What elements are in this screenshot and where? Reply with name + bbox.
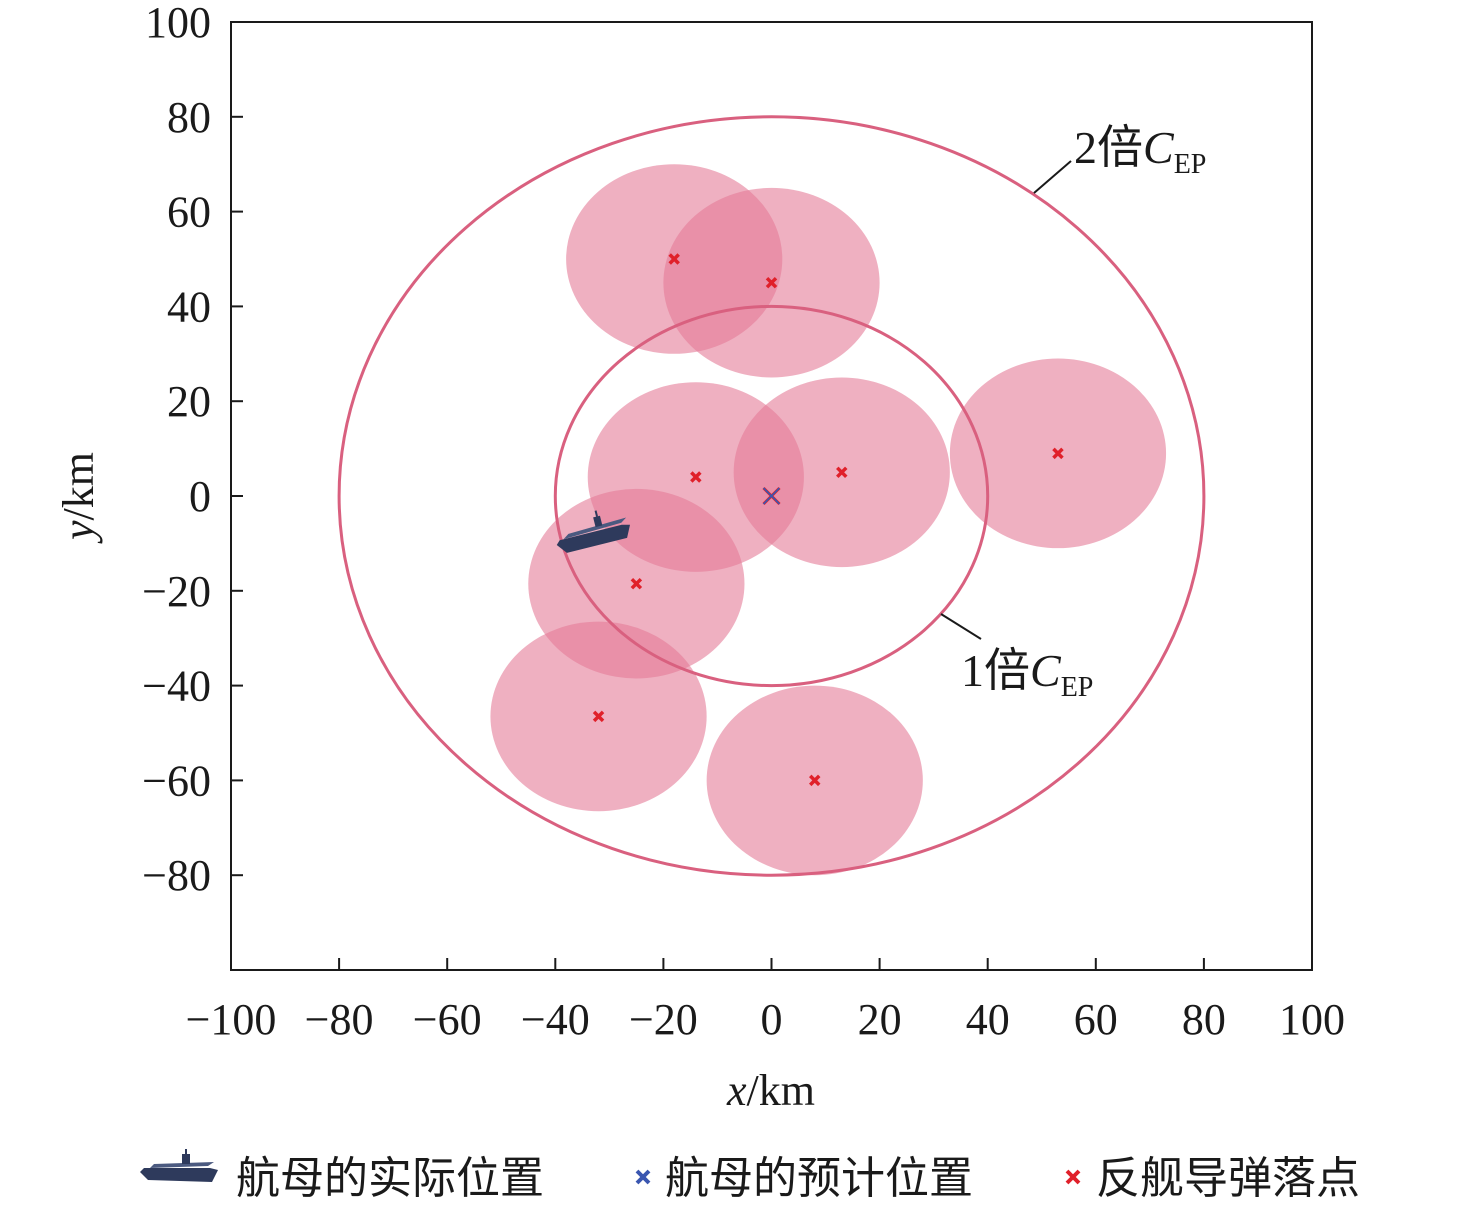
legend-label-predicted: 航母的预计位置 [665, 1153, 973, 1204]
predicted-marker-blue [762, 487, 781, 505]
x-tick-label: 20 [858, 995, 902, 1044]
y-tick-label: 100 [145, 0, 211, 47]
y-tick-label: −80 [142, 851, 211, 900]
y-tick-label: −20 [142, 567, 211, 616]
legend-item-predicted: 航母的预计位置 [635, 1153, 973, 1204]
impact-markers [592, 253, 1064, 787]
legend-item-actual: 航母的实际位置 [140, 1149, 544, 1204]
legend: 航母的实际位置 航母的预计位置 反舰导弹落点 [140, 1149, 1360, 1204]
cep-ring-2x [337, 115, 1206, 877]
x-tick-label: −80 [305, 995, 374, 1044]
x-axis-title: x/km [726, 1066, 815, 1115]
y-tick-label: 80 [167, 93, 211, 142]
carrier-ship [556, 510, 631, 553]
legend-label-impact: 反舰导弹落点 [1096, 1153, 1360, 1204]
x-tick-label: 60 [1074, 995, 1118, 1044]
legend-marker-impact [1065, 1169, 1081, 1185]
x-tick-label: −40 [521, 995, 590, 1044]
impact-marker-5 [1052, 447, 1064, 460]
x-tick-label: −100 [186, 995, 277, 1044]
impact-marker-2 [765, 276, 778, 289]
cep-rings [337, 115, 1206, 877]
annotation-leader-1cep [940, 613, 982, 640]
impact-marker-4 [836, 466, 848, 479]
predicted-position-marker [762, 486, 781, 506]
x-tick-label: 100 [1279, 995, 1345, 1044]
legend-marker-predicted [635, 1169, 651, 1185]
cep-ring-1x [553, 304, 990, 688]
y-tick-label: −60 [142, 756, 211, 805]
annotation-2cep: 2倍CEP [1074, 122, 1206, 180]
actual-carrier-marker [556, 510, 631, 553]
annotation-leader-2cep [1033, 160, 1072, 194]
y-axis-title: y/km [54, 452, 103, 544]
y-tick-label: 20 [167, 377, 211, 426]
legend-label-actual: 航母的实际位置 [236, 1153, 544, 1204]
y-tick-label: 40 [167, 282, 211, 331]
x-tick-label: −60 [413, 995, 482, 1044]
impact-marker-8 [809, 774, 821, 787]
y-tick-label: −40 [142, 662, 211, 711]
x-axis-ticks: −100 −80 −60 −40 −20 0 20 40 60 80 100 [186, 958, 1345, 1044]
impact-marker-6 [630, 577, 643, 590]
legend-item-impact: 反舰导弹落点 [1065, 1153, 1360, 1204]
y-tick-label: 0 [189, 472, 211, 521]
x-tick-label: 80 [1182, 995, 1226, 1044]
y-tick-label: 60 [167, 188, 211, 237]
annotation-1cep: 1倍CEP [961, 645, 1093, 703]
impact-marker-3 [690, 471, 702, 483]
impact-marker-7 [592, 710, 605, 723]
impact-marker-1 [668, 253, 680, 265]
x-tick-label: 0 [761, 995, 783, 1044]
x-tick-label: −20 [629, 995, 698, 1044]
carrier-icon [140, 1149, 218, 1182]
damage-zones [490, 164, 1167, 876]
x-tick-label: 40 [966, 995, 1010, 1044]
y-axis-ticks: 100 80 60 40 20 0 −20 −40 −60 −80 [142, 0, 243, 900]
